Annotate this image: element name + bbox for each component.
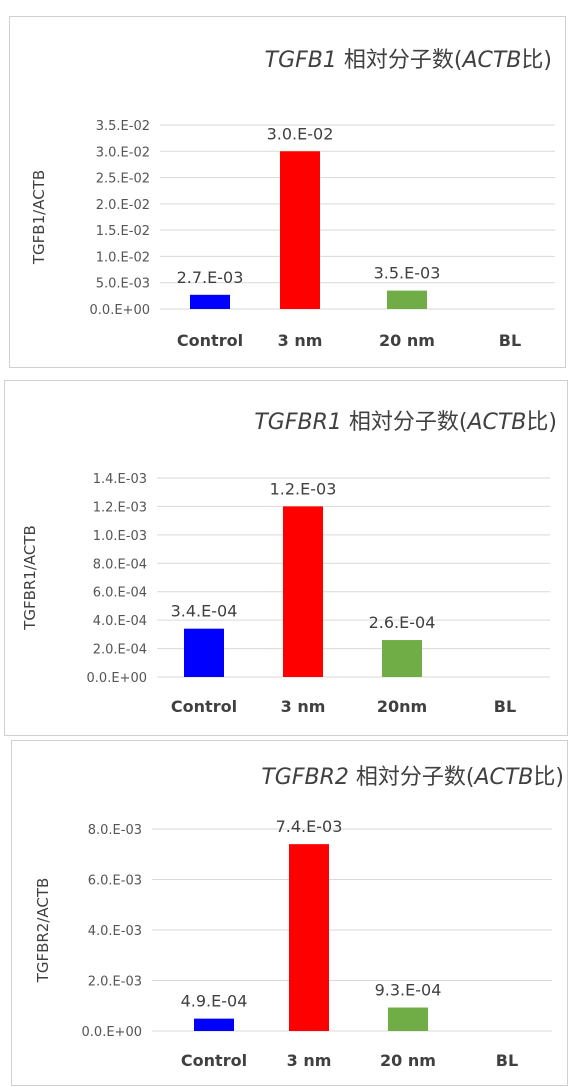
- y-tick-label: 0.0.E+00: [87, 671, 147, 686]
- data-label: 2.6.E-04: [369, 613, 436, 632]
- x-category-label: 3 nm: [281, 697, 326, 716]
- chart-title: TGFB1 相対分子数(ACTB比): [265, 48, 552, 73]
- chart-title-ref: ACTB: [472, 765, 533, 790]
- bar: [280, 151, 320, 309]
- chart-tgfbr1: TGFBR1 相対分子数(ACTB比) 0.0.E+00 2.0.E-04 4.0.E…: [21, 410, 557, 716]
- chart-title: TGFBR1 相対分子数(ACTB比): [254, 410, 557, 435]
- y-tick-label: 2.0.E-02: [96, 198, 150, 213]
- y-tick-label: 3.0.E-02: [96, 145, 150, 160]
- chart-title-middle: 相対分子数(: [337, 48, 463, 73]
- chart-title-middle: 相対分子数(: [349, 765, 475, 790]
- y-tick-label: 1.5.E-02: [96, 224, 150, 239]
- bar: [184, 628, 224, 677]
- data-label: 1.2.E-03: [270, 479, 337, 498]
- chart-panel-tgfbr1: TGFBR1 相対分子数(ACTB比) 0.0.E+00 2.0.E-04 4.0.E…: [4, 380, 568, 736]
- bar: [388, 1007, 428, 1031]
- chart-title-middle: 相対分子数(: [342, 410, 468, 435]
- x-category-label: 3 nm: [278, 331, 323, 350]
- y-tick-label: 1.4.E-03: [93, 472, 147, 487]
- y-axis-label: TGFBR2/ACTB: [34, 878, 52, 984]
- bar: [194, 1018, 234, 1031]
- y-tick-label: 0.0.E+00: [90, 303, 150, 318]
- chart-panel-tgfbr2: TGFBR2 相対分子数(ACTB比) 0.0.E+00 2.0.E-03 4.0.E…: [11, 740, 568, 1086]
- y-axis-label: TGFBR1/ACTB: [21, 525, 39, 631]
- y-tick-label: 2.0.E-03: [88, 975, 142, 990]
- y-tick-label: 4.0.E-04: [93, 614, 147, 629]
- data-label: 3.5.E-03: [374, 264, 441, 283]
- x-category-label: 20 nm: [380, 1051, 436, 1070]
- y-tick-label: 0.0.E+00: [82, 1025, 142, 1040]
- chart-title-gene: TGFBR1: [254, 410, 342, 435]
- data-label: 9.3.E-04: [375, 981, 442, 1000]
- y-axis-label: TGFB1/ACTB: [30, 170, 48, 265]
- bar: [190, 294, 230, 309]
- chart-title-suffix: 比): [521, 48, 552, 73]
- x-category-label: Control: [181, 1051, 247, 1070]
- y-tick-label: 1.0.E-02: [96, 250, 150, 265]
- x-category-label: 3 nm: [287, 1051, 332, 1070]
- chart-title-suffix: 比): [533, 765, 564, 790]
- x-category-label: BL: [494, 697, 516, 716]
- y-tick-label: 4.0.E-03: [88, 924, 142, 939]
- x-category-label: BL: [499, 331, 521, 350]
- chart-tgfb1: TGFB1 相対分子数(ACTB比) 0.0.E+00 5.0.E-03 1.0.E-…: [30, 48, 555, 350]
- x-category-label: 20 nm: [379, 331, 435, 350]
- chart-title-ref: ACTB: [465, 410, 526, 435]
- y-tick-label: 3.5.E-02: [96, 119, 150, 134]
- y-tick-label: 2.5.E-02: [96, 172, 150, 187]
- y-tick-label: 2.0.E-04: [93, 643, 147, 658]
- data-label: 3.0.E-02: [267, 124, 334, 143]
- y-tick-label: 1.2.E-03: [93, 500, 147, 515]
- x-category-label: 20nm: [377, 697, 427, 716]
- y-tick-label: 8.0.E-04: [93, 557, 147, 572]
- x-category-label: BL: [496, 1051, 518, 1070]
- y-tick-label: 6.0.E-03: [88, 874, 142, 889]
- y-tick-label: 8.0.E-03: [88, 823, 142, 838]
- chart-title-gene: TGFBR2: [261, 765, 349, 790]
- chart-title-suffix: 比): [526, 410, 557, 435]
- data-label: 3.4.E-04: [171, 602, 238, 621]
- y-tick-label: 5.0.E-03: [96, 277, 150, 292]
- chart-panel-tgfb1: TGFB1 相対分子数(ACTB比) 0.0.E+00 5.0.E-03 1.0.E-…: [9, 16, 566, 368]
- x-category-label: Control: [171, 697, 237, 716]
- bar: [289, 844, 329, 1031]
- data-label: 4.9.E-04: [181, 992, 248, 1011]
- data-label: 2.7.E-03: [177, 268, 244, 287]
- chart-title-ref: ACTB: [460, 48, 521, 73]
- bar: [382, 640, 422, 677]
- data-label: 7.4.E-03: [276, 817, 343, 836]
- bar: [387, 290, 427, 309]
- x-category-label: Control: [177, 331, 243, 350]
- y-tick-label: 1.0.E-03: [93, 529, 147, 544]
- chart-tgfbr2: TGFBR2 相対分子数(ACTB比) 0.0.E+00 2.0.E-03 4.0.E…: [34, 765, 564, 1070]
- chart-title: TGFBR2 相対分子数(ACTB比): [261, 765, 564, 790]
- chart-title-gene: TGFB1: [265, 48, 337, 73]
- y-tick-label: 6.0.E-04: [93, 586, 147, 601]
- bar: [283, 506, 323, 677]
